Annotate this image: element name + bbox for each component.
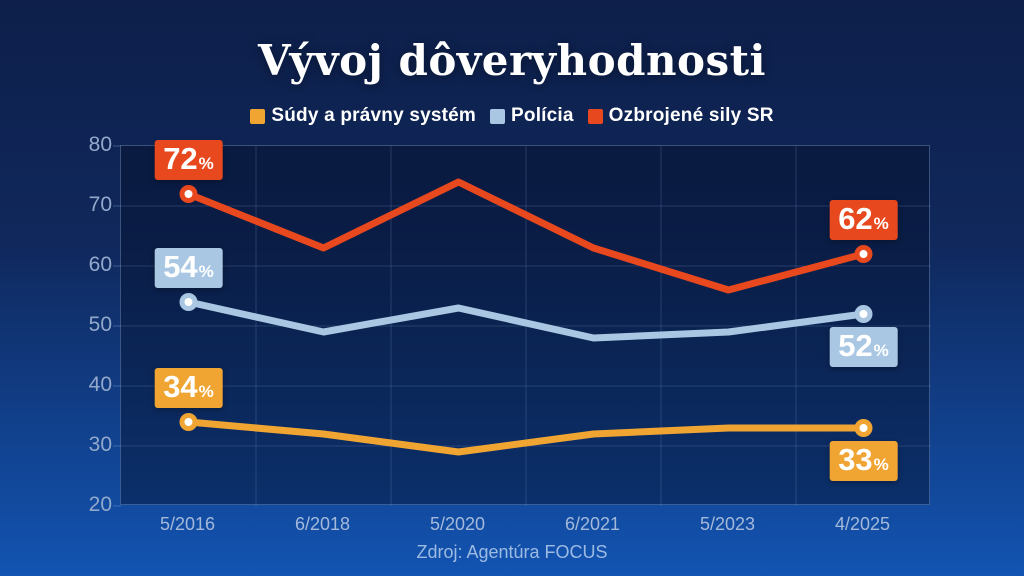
y-axis-tick-label: 60 [88,253,112,276]
data-point-marker [854,245,873,263]
x-axis-tick-label: 4/2025 [834,514,891,534]
x-axis-tick-label: 5/2023 [699,514,756,534]
series-line-2 [185,178,867,294]
y-axis-tick-label: 30 [88,433,112,456]
series-line-1 [185,298,867,342]
series-line-0 [185,418,867,456]
legend-swatch-icon [587,108,603,124]
y-axis-tick-label: 80 [88,133,112,156]
legend-item-ozbrojene-sily: Ozbrojené sily SR [587,105,774,127]
chart-legend: Súdy a právny systém Polícia Ozbrojené s… [0,105,1024,127]
line-chart: 34% 33% 54% 52% 72% 62% [113,140,931,507]
legend-swatch-icon [490,108,506,124]
legend-item-sudy: Súdy a právny systém [250,105,476,127]
y-axis-tick-label: 70 [88,193,112,216]
data-point-marker [179,293,198,311]
data-label: 33% [829,441,898,481]
source-note: Zdroj: Agentúra FOCUS [416,542,608,562]
y-axis-tick-label: 50 [88,313,112,336]
data-label: 72% [154,140,223,180]
data-point-marker [854,305,873,323]
legend-item-label: Ozbrojené sily SR [608,105,774,126]
legend-item-label: Súdy a právny systém [271,105,477,126]
data-label: 52% [829,327,898,367]
data-label: 34% [154,368,223,408]
x-axis-tick-label: 6/2018 [294,514,351,534]
x-axis-tick-label: 5/2016 [159,514,216,534]
page-title: Vývoj dôveryhodnosti [257,36,767,85]
data-point-marker [179,413,198,431]
plot-area [113,145,931,507]
legend-swatch-icon [250,108,266,124]
data-label: 62% [829,200,898,240]
data-point-marker [179,185,198,203]
x-axis-tick-label: 5/2020 [429,514,486,534]
x-axis-tick-label: 6/2021 [564,514,621,534]
data-point-marker [854,419,873,437]
legend-item-policia: Polícia [490,105,574,127]
y-axis-tick-label: 40 [88,373,112,396]
legend-item-label: Polícia [511,105,574,126]
data-label: 54% [154,248,223,288]
y-axis-tick-label: 20 [88,493,112,516]
